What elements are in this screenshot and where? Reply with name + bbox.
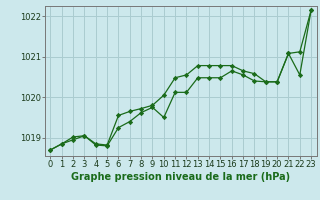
- X-axis label: Graphe pression niveau de la mer (hPa): Graphe pression niveau de la mer (hPa): [71, 172, 290, 182]
